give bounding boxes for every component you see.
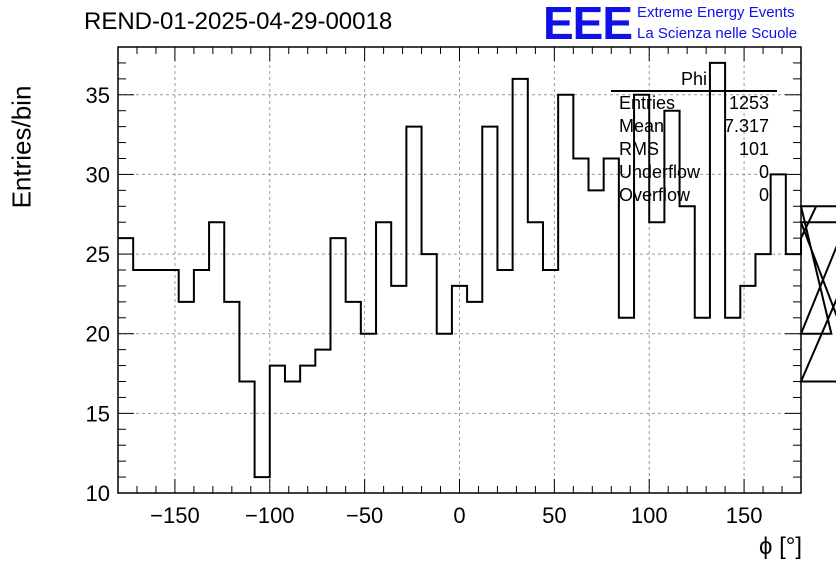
histogram-bin — [285, 382, 300, 494]
histogram-bin — [528, 222, 543, 493]
histogram-bin — [179, 302, 194, 493]
y-tick-label: 30 — [86, 162, 110, 187]
stats-name: Phi — [611, 68, 777, 92]
stats-label: Mean — [619, 116, 665, 136]
histogram-bin — [604, 159, 619, 494]
x-tick-label: −150 — [150, 503, 200, 528]
histogram-bin — [589, 190, 604, 493]
histogram-bin — [133, 270, 148, 493]
histogram-bin — [194, 270, 209, 493]
histogram-bin — [270, 366, 285, 493]
histogram-bin — [164, 270, 179, 493]
histogram-bin — [497, 270, 512, 493]
histogram-bin — [573, 159, 588, 494]
logo-line-2: La Scienza nelle Scuole — [637, 25, 798, 42]
logo-line-1: Extreme Energy Events — [637, 4, 795, 21]
y-tick-label: 35 — [86, 83, 110, 108]
histogram-bin — [771, 174, 786, 493]
y-tick-label: 15 — [86, 401, 110, 426]
histogram-bin — [346, 302, 361, 493]
x-tick-label: 150 — [726, 503, 763, 528]
histogram-bin — [315, 350, 330, 493]
histogram-bin — [148, 270, 163, 493]
histogram-bin — [255, 477, 270, 493]
stats-value: 0 — [758, 162, 769, 182]
stats-row: Underflow 0 — [611, 161, 777, 184]
x-tick-label: −50 — [346, 503, 383, 528]
stats-label: Entries — [619, 93, 676, 113]
histogram-bin — [543, 270, 558, 493]
stats-label: RMS — [619, 139, 659, 159]
x-tick-label: 0 — [453, 503, 465, 528]
histogram-bin — [513, 79, 528, 493]
eee-logo-text: EEE — [543, 0, 633, 49]
histogram-bin — [452, 286, 467, 493]
y-tick-label: 20 — [86, 322, 110, 347]
histogram-bin — [725, 318, 740, 493]
histogram-bin — [406, 127, 421, 493]
histogram-bin — [740, 286, 755, 493]
histogram-bin — [482, 127, 497, 493]
stats-value: 1253 — [728, 93, 769, 113]
stats-row: Entries 1253 — [611, 92, 777, 115]
histogram-bin — [239, 382, 254, 494]
histogram-bin — [330, 238, 345, 493]
stats-label: Underflow — [619, 162, 701, 182]
histogram-bin — [695, 318, 710, 493]
x-tick-label: −100 — [245, 503, 295, 528]
histogram-bin — [209, 222, 224, 493]
x-tick-label: 100 — [631, 503, 668, 528]
histogram-bin — [391, 286, 406, 493]
chart-title: REND-01-2025-04-29-00018 — [84, 8, 393, 35]
stats-value: 101 — [738, 139, 769, 159]
histogram-bin — [649, 222, 664, 493]
histogram-bin — [361, 334, 376, 493]
stats-value: 7.317 — [723, 116, 769, 136]
histogram-bin — [437, 334, 452, 493]
y-tick-label: 10 — [86, 481, 110, 506]
y-tick-label: 25 — [86, 242, 110, 267]
y-axis-label: Entries/bin — [6, 85, 37, 209]
histogram-bin — [224, 302, 239, 493]
histogram-bin — [467, 302, 482, 493]
stats-value: 0 — [758, 185, 769, 205]
x-tick-label: 50 — [542, 503, 566, 528]
histogram-bin — [786, 254, 801, 493]
histogram-bin — [300, 366, 315, 493]
stats-box: Phi Entries 1253 Mean 7.317 RMS 101 Underfl… — [611, 68, 777, 207]
histogram-bin — [619, 318, 634, 493]
histogram-line — [118, 61, 836, 479]
histogram-bin — [558, 95, 573, 493]
histogram-bin — [755, 254, 770, 493]
stats-row: RMS 101 — [611, 138, 777, 161]
stats-label: Overflow — [619, 185, 691, 205]
stats-row: Mean 7.317 — [611, 115, 777, 138]
stats-row: Overflow 0 — [611, 184, 777, 207]
x-axis-label: ϕ [°] — [758, 533, 802, 560]
histogram-bin — [422, 254, 437, 493]
histogram-bin — [680, 206, 695, 493]
histogram-bin — [376, 222, 391, 493]
